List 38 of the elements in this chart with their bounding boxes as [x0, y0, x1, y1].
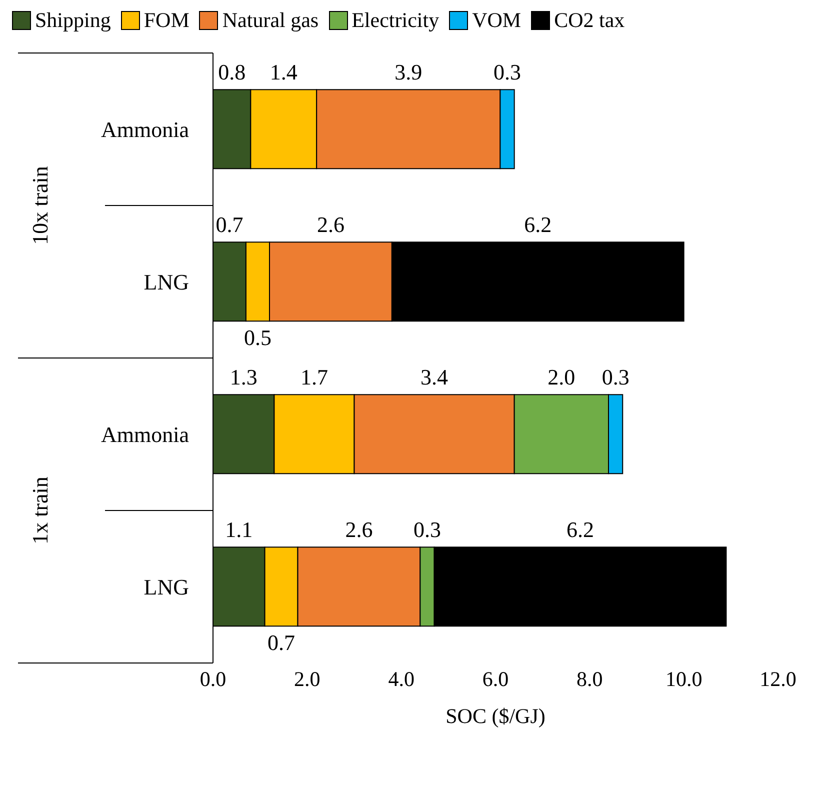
data-label: 0.3 — [494, 60, 522, 85]
y-tick-label: LNG — [144, 574, 190, 600]
x-tick-label: 2.0 — [294, 666, 320, 691]
data-label: 6.2 — [566, 517, 594, 542]
y-tick-label: Ammonia — [101, 422, 190, 447]
data-label: 0.3 — [602, 364, 630, 390]
data-label: 1.7 — [300, 364, 328, 390]
legend-label: VOM — [472, 8, 522, 33]
x-axis-title: SOC ($/GJ) — [446, 704, 546, 728]
x-tick-label: 12.0 — [760, 666, 796, 691]
text: 10x train — [28, 166, 53, 245]
x-tick-label: 0.0 — [200, 666, 226, 691]
data-label: 0.7 — [216, 212, 244, 238]
data-label: 2.0 — [548, 364, 576, 390]
y-tick-label: Ammonia — [101, 116, 190, 142]
data-label: 1.3 — [230, 364, 258, 390]
data-label: 2.6 — [316, 212, 344, 238]
legend-label: Natural gas — [222, 8, 319, 33]
x-tick-label: 6.0 — [482, 666, 509, 691]
legend-label: CO2 tax — [554, 8, 625, 33]
legend-label: FOM — [144, 8, 190, 33]
x-tick-label: 8.0 — [576, 666, 603, 691]
y-tick-label: LNG — [144, 269, 190, 294]
legend-label: Shipping — [35, 8, 111, 33]
data-label: 0.8 — [218, 60, 246, 85]
data-label: 6.2 — [524, 212, 552, 238]
data-label: 0.3 — [413, 517, 441, 542]
x-tick-label: 10.0 — [665, 666, 702, 691]
legend-label: Electricity — [352, 8, 440, 33]
data-label: 3.9 — [394, 60, 422, 85]
data-label: 0.7 — [268, 630, 296, 656]
x-tick-label: 4.0 — [388, 666, 414, 691]
data-label: 3.4 — [420, 364, 448, 390]
data-label: 0.5 — [244, 325, 272, 350]
data-label: 2.6 — [345, 517, 373, 542]
text: 1x train — [28, 476, 53, 544]
data-label: 1.4 — [270, 60, 298, 85]
data-label: 1.1 — [225, 517, 253, 542]
